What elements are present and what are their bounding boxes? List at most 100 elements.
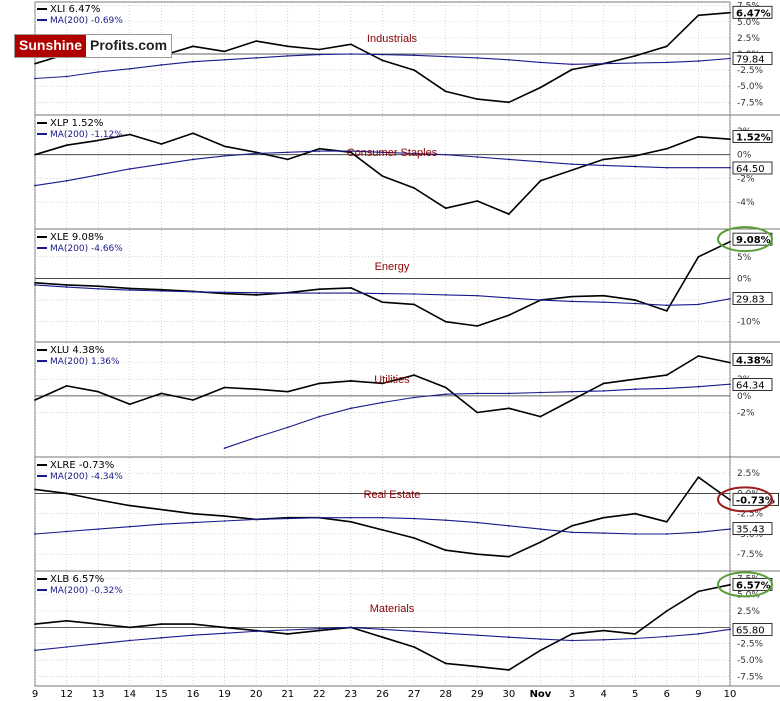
price-point [65,284,68,286]
value-badge-label: 64.50 [736,164,765,175]
y-tick-label: 2.5% [737,34,760,44]
price-point [697,355,700,357]
price-point [476,411,479,414]
price-point [697,255,700,258]
highlight-ellipse [717,226,773,253]
ma200-point [255,518,258,521]
ma200-point [634,637,637,640]
ma200-point [476,294,479,297]
price-point [634,378,637,381]
price-point [160,508,163,511]
panel-title: Consumer Staples [347,147,438,159]
price-point [34,153,36,156]
y-tick-label: -4% [737,198,755,208]
legend-entry: MA(200) -4.66% [50,244,123,254]
x-tick-label: 28 [439,689,452,700]
price-point [602,629,605,632]
value-badge-box [732,52,773,65]
x-axis: 9 12 13 14 15 16 19 20 21 22 23 26 27 28 29 30 Nov 3 4 5 6 9 1… [32,689,737,700]
price-point [65,144,68,147]
panel-materials: 7.5%5.0%2.5%0.0%-2.5%-5.0%-7.5%XLB 6.57%… [34,571,780,687]
ma200-point [413,630,415,633]
legend-entry: XLP 1.52% [50,118,103,129]
ma200-point [539,391,542,394]
ma200-point [507,524,510,527]
ma200-point [97,71,100,73]
panel-title: Utilities [374,374,410,386]
legend-entry: MA(200) -4.34% [50,472,123,482]
ma200-point [539,160,542,163]
price-point [318,147,321,150]
y-tick-label: 0% [737,274,752,284]
price-point [97,390,100,393]
ma200-point [318,516,321,519]
y-tick-label: 0% [737,392,752,402]
ma200-line [34,517,731,535]
price-point [381,529,384,531]
price-point [444,662,447,665]
price-point [697,135,700,138]
ma200-point [476,521,479,524]
panel-energy: 5%0%-5%-10%XLE 9.08%MA(200) -4.66%Energy… [34,226,780,343]
price-point [192,512,194,515]
ma200-point [697,60,700,62]
ma200-point [65,75,68,78]
x-tick-label: 13 [92,689,105,700]
price-point [665,610,668,612]
brand-logo: Sunshine Profits.com [14,34,173,58]
x-tick-label: 6 [664,689,670,700]
price-point [223,626,226,629]
price-point [318,382,321,385]
ma200-point [602,301,605,304]
price-point [97,139,100,142]
price-point [539,649,542,652]
x-tick-label: 5 [632,689,638,700]
price-point [192,45,194,48]
value-badge-box [732,130,773,143]
price-point [65,619,68,622]
ma200-point [286,517,289,520]
ma200-point [350,626,352,629]
ma200-point [65,530,68,533]
x-tick-label: Nov [530,689,552,700]
price-point [476,200,479,202]
ma200-point [97,642,100,645]
price-point [97,499,100,501]
ma200-point [255,56,258,59]
price-point [413,537,415,539]
ma200-point [634,388,637,391]
ma200-point [507,636,510,639]
ma200-point [665,533,668,535]
legend-entry: XLU 4.38% [50,345,104,356]
price-point [413,374,415,376]
x-tick-label: 19 [218,689,231,700]
ma200-point [444,293,447,296]
ma200-point [571,390,573,393]
ma200-point [350,150,352,153]
price-point [286,158,289,161]
price-point [192,132,194,135]
price-point [539,415,542,418]
price-point [507,213,510,216]
ma200-point [160,163,163,166]
y-tick-label: 2.5% [737,607,760,617]
price-point [729,499,731,501]
ma200-point [507,296,510,299]
ma200-point [381,628,384,631]
ma200-point [634,533,637,535]
price-line [34,355,731,418]
ma200-point [286,55,289,57]
y-tick-label: -2% [737,408,755,418]
ma200-point [192,60,194,63]
value-badge-label: 29.83 [736,295,765,306]
value-badge-label: 35.43 [736,525,765,536]
ma200-point [476,392,479,395]
price-point [634,633,637,635]
panel-title: Energy [375,261,410,273]
ma200-point [381,292,384,295]
ma200-point [223,447,226,450]
ma200-point [381,151,384,154]
y-tick-label: -2.5% [737,66,764,76]
legend-entry: XLI 6.47% [50,4,100,15]
ma200-point [255,436,258,439]
